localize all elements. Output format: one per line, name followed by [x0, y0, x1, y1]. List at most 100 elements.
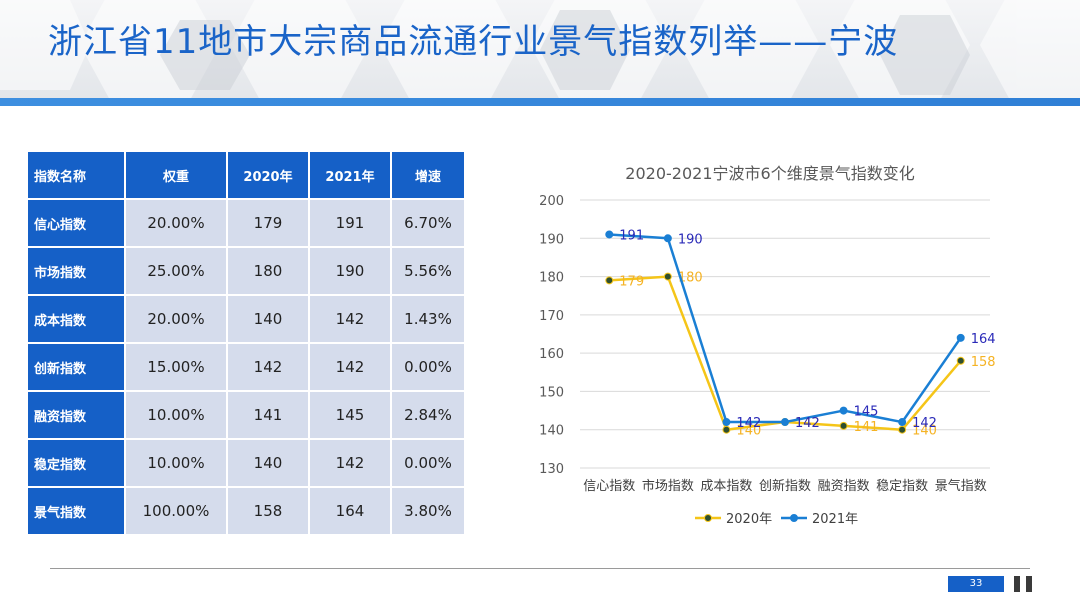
data-point — [781, 418, 789, 427]
data-point — [956, 356, 965, 365]
x-tick-label: 稳定指数 — [876, 478, 928, 494]
table-cell: 3.80% — [392, 488, 466, 536]
data-label: 142 — [795, 416, 820, 431]
table-row: 市场指数 25.00% 180 190 5.56% — [28, 248, 466, 296]
page-number: 33 — [948, 576, 1004, 592]
data-label: 164 — [971, 332, 996, 347]
data-point — [839, 421, 848, 430]
table-cell: 180 — [228, 248, 310, 296]
row-name: 融资指数 — [28, 392, 126, 440]
data-point — [898, 418, 907, 427]
table-row: 融资指数 10.00% 141 145 2.84% — [28, 392, 466, 440]
data-label: 140 — [736, 424, 761, 439]
data-label: 180 — [678, 271, 703, 286]
chart-title: 2020-2021宁波市6个维度景气指数变化 — [625, 164, 915, 183]
data-label: 179 — [619, 274, 644, 289]
data-point — [663, 272, 672, 281]
row-name: 景气指数 — [28, 488, 126, 536]
table-row: 创新指数 15.00% 142 142 0.00% — [28, 344, 466, 392]
table-cell: 190 — [310, 248, 392, 296]
table-cell: 100.00% — [126, 488, 228, 536]
column-header: 2020年 — [228, 152, 310, 200]
column-header: 2021年 — [310, 152, 392, 200]
data-label: 142 — [736, 416, 761, 431]
table-cell: 140 — [228, 296, 310, 344]
y-tick-label: 160 — [539, 347, 564, 362]
table-cell: 145 — [310, 392, 392, 440]
y-tick-label: 170 — [539, 309, 564, 324]
data-point — [722, 418, 731, 427]
row-name: 创新指数 — [28, 344, 126, 392]
y-tick-label: 200 — [539, 194, 564, 209]
line-chart: 2020-2021宁波市6个维度景气指数变化 130 140 150 160 170 18… — [520, 150, 1020, 540]
table-cell: 0.00% — [392, 344, 466, 392]
data-point — [722, 425, 731, 434]
table-cell: 6.70% — [392, 200, 466, 248]
data-label: 158 — [971, 355, 996, 370]
table-cell: 0.00% — [392, 440, 466, 488]
table-row: 成本指数 20.00% 140 142 1.43% — [28, 296, 466, 344]
data-point — [605, 276, 614, 285]
data-label: 142 — [912, 416, 937, 431]
footer-divider — [50, 568, 1030, 569]
footer-bar-mark — [1026, 576, 1032, 592]
table-row: 景气指数 100.00% 158 164 3.80% — [28, 488, 466, 536]
chart-canvas: 130 140 150 160 170 180 190 200 信心指数 市场指数 成本指数 创新指数… — [539, 194, 996, 527]
y-tick-label: 140 — [539, 424, 564, 439]
x-tick-label: 成本指数 — [700, 479, 752, 494]
table-cell: 10.00% — [126, 392, 228, 440]
table-cell: 10.00% — [126, 440, 228, 488]
y-tick-label: 180 — [539, 271, 564, 286]
table-cell: 191 — [310, 200, 392, 248]
data-point — [898, 425, 907, 434]
legend-label: 2021年 — [812, 512, 858, 527]
row-name: 稳定指数 — [28, 440, 126, 488]
table-cell: 20.00% — [126, 296, 228, 344]
table-row: 信心指数 20.00% 179 191 6.70% — [28, 200, 466, 248]
legend-label: 2020年 — [726, 512, 772, 527]
row-name: 成本指数 — [28, 296, 126, 344]
page-title: 浙江省11地市大宗商品流通行业景气指数列举——宁波 — [48, 22, 899, 62]
table-cell: 140 — [228, 440, 310, 488]
table-cell: 142 — [310, 296, 392, 344]
data-point — [956, 333, 965, 342]
column-header: 权重 — [126, 152, 228, 200]
table-cell: 2.84% — [392, 392, 466, 440]
data-label: 145 — [854, 405, 879, 420]
table-cell: 142 — [310, 344, 392, 392]
data-point — [663, 234, 672, 243]
index-table: 指数名称 权重 2020年 2021年 增速 信心指数 20.00% 179 1… — [28, 152, 466, 536]
x-tick-label: 融资指数 — [818, 479, 870, 494]
footer-bar-mark — [1014, 576, 1020, 592]
data-point — [839, 406, 848, 415]
table-cell: 158 — [228, 488, 310, 536]
table-row: 稳定指数 10.00% 140 142 0.00% — [28, 440, 466, 488]
row-name: 市场指数 — [28, 248, 126, 296]
table-cell: 15.00% — [126, 344, 228, 392]
x-tick-label: 景气指数 — [935, 478, 987, 494]
series-line — [609, 233, 962, 424]
x-tick-label: 市场指数 — [642, 478, 694, 494]
hexagon-background — [0, 0, 1080, 100]
y-tick-label: 130 — [539, 462, 564, 477]
row-name: 信心指数 — [28, 200, 126, 248]
table-cell: 5.56% — [392, 248, 466, 296]
table-header-row: 指数名称 权重 2020年 2021年 增速 — [28, 152, 466, 200]
column-header: 指数名称 — [28, 152, 126, 200]
table-cell: 20.00% — [126, 200, 228, 248]
data-label: 140 — [912, 424, 937, 439]
table-cell: 141 — [228, 392, 310, 440]
header-banner: 浙江省11地市大宗商品流通行业景气指数列举——宁波 — [0, 0, 1080, 100]
data-label: 191 — [619, 228, 644, 243]
y-tick-label: 150 — [539, 385, 564, 400]
header-accent-line — [0, 98, 1080, 106]
table-cell: 179 — [228, 200, 310, 248]
data-label: 190 — [678, 232, 703, 247]
table-cell: 164 — [310, 488, 392, 536]
y-tick-label: 190 — [539, 232, 564, 247]
data-label: 141 — [854, 420, 879, 435]
table-cell: 25.00% — [126, 248, 228, 296]
x-tick-label: 信心指数 — [583, 479, 635, 494]
table-cell: 142 — [310, 440, 392, 488]
table-cell: 142 — [228, 344, 310, 392]
